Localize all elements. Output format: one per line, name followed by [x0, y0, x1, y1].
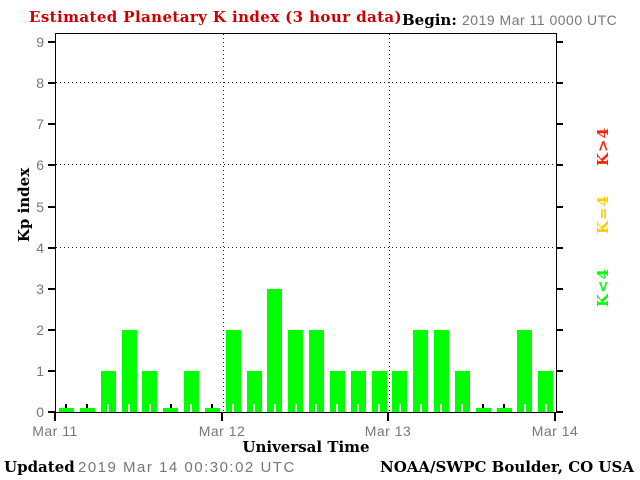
kp-bar — [454, 371, 470, 412]
y-tick-left — [48, 411, 55, 413]
kp-bar — [59, 408, 74, 412]
kp-bar — [413, 330, 429, 412]
y-tick-label: 0 — [36, 404, 44, 420]
kp-bar — [79, 408, 95, 412]
y-tick-label: 5 — [36, 198, 44, 215]
legend-k-lt-4: K<4 — [594, 267, 612, 307]
kp-bar — [309, 330, 324, 412]
bar-axis-tick — [294, 404, 297, 412]
y-tick-left — [48, 41, 55, 44]
y-tick-label: 2 — [36, 321, 44, 338]
kp-bar — [329, 371, 345, 412]
kp-bar — [184, 371, 199, 412]
y-tick-right — [556, 123, 563, 126]
kp-bar — [100, 371, 116, 412]
kp-bar — [392, 371, 408, 412]
begin-value: 2019 Mar 11 0000 UTC — [462, 12, 618, 28]
bar-axis-tick — [252, 404, 255, 412]
day-boundary-line — [389, 34, 390, 412]
x-day-tick — [387, 413, 389, 421]
kp-bar — [246, 371, 262, 412]
bar-axis-tick — [315, 404, 318, 412]
kp-bar — [371, 371, 387, 412]
bar-axis-tick — [273, 404, 276, 412]
x-day-tick — [554, 413, 556, 421]
bar-axis-tick — [419, 404, 422, 412]
kp-bar — [517, 330, 533, 412]
x-day-tick — [54, 413, 56, 421]
y-tick-right — [556, 287, 563, 290]
gridline-kp-8 — [56, 82, 556, 84]
kp-bar — [142, 371, 158, 412]
kp-bar — [267, 289, 283, 412]
updated-label: Updated — [4, 458, 75, 476]
y-tick-right — [556, 164, 563, 167]
y-tick-right — [556, 41, 563, 44]
kp-bar — [225, 330, 241, 412]
x-day-label: Mar 14 — [531, 423, 579, 439]
y-tick-right — [556, 246, 563, 249]
kp-bar — [496, 408, 512, 412]
y-tick-left — [48, 205, 55, 208]
bar-axis-tick — [544, 404, 547, 412]
x-day-label: Mar 11 — [32, 423, 78, 439]
bar-axis-tick — [461, 404, 464, 412]
y-tick-right — [556, 82, 563, 85]
bar-axis-tick — [148, 404, 151, 412]
y-tick-right — [556, 411, 563, 413]
bar-axis-tick — [232, 404, 235, 412]
y-tick-label: 1 — [36, 362, 44, 379]
y-tick-label: 8 — [36, 75, 44, 92]
bar-axis-tick — [336, 404, 339, 412]
updated-timestamp: 2019 Mar 14 00:30:02 UTC — [78, 459, 296, 476]
x-day-label: Mar 13 — [364, 423, 412, 439]
y-tick-label: 9 — [36, 34, 44, 51]
bar-axis-tick — [357, 404, 360, 412]
bar-axis-tick — [440, 404, 443, 412]
gridline-kp-6 — [56, 164, 556, 166]
kp-bar — [434, 330, 449, 412]
kp-bar — [163, 408, 179, 412]
gridline-kp-4 — [56, 246, 556, 248]
legend-k-gt-4: K>4 — [594, 126, 612, 166]
bar-axis-tick — [107, 404, 110, 412]
bar-axis-tick — [523, 404, 526, 412]
kp-bar — [121, 330, 137, 412]
x-day-tick — [221, 413, 223, 421]
kp-bar — [288, 330, 304, 412]
y-tick-left — [48, 369, 55, 372]
kp-bar — [475, 408, 491, 412]
bar-axis-tick — [190, 404, 193, 412]
y-tick-left — [48, 82, 55, 85]
legend-k-eq-4: K=4 — [594, 194, 612, 234]
day-boundary-line — [223, 34, 224, 412]
y-tick-left — [48, 123, 55, 126]
chart-title: Estimated Planetary K index (3 hour data… — [29, 8, 403, 26]
bar-axis-tick — [377, 404, 380, 412]
kp-bar — [350, 371, 366, 412]
y-tick-left — [48, 287, 55, 290]
kp-bar — [538, 371, 554, 412]
x-day-label: Mar 12 — [198, 423, 246, 439]
y-tick-right — [556, 205, 563, 208]
y-tick-label: 7 — [36, 116, 44, 133]
y-tick-label: 3 — [36, 280, 44, 297]
bar-axis-tick — [398, 404, 401, 412]
source-attribution: NOAA/SWPC Boulder, CO USA — [379, 458, 634, 476]
begin-label: Begin: — [402, 11, 457, 29]
y-tick-left — [48, 328, 55, 331]
y-tick-label: 4 — [36, 239, 44, 256]
y-tick-right — [556, 369, 563, 372]
x-axis-label: Universal Time — [242, 438, 370, 456]
plot-area — [55, 33, 557, 413]
y-tick-left — [48, 246, 55, 249]
y-tick-label: 6 — [36, 157, 44, 174]
y-tick-left — [48, 164, 55, 167]
bar-axis-tick — [127, 404, 130, 412]
kp-bar — [204, 408, 220, 412]
y-tick-right — [556, 328, 563, 331]
